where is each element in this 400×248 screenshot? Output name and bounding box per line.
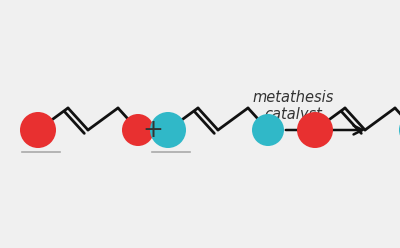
Circle shape xyxy=(399,114,400,146)
Text: metathesis: metathesis xyxy=(252,90,334,104)
Text: +: + xyxy=(142,118,164,142)
Circle shape xyxy=(252,114,284,146)
Circle shape xyxy=(297,112,333,148)
Circle shape xyxy=(150,112,186,148)
Circle shape xyxy=(122,114,154,146)
Circle shape xyxy=(20,112,56,148)
Text: catalyst: catalyst xyxy=(264,107,322,123)
